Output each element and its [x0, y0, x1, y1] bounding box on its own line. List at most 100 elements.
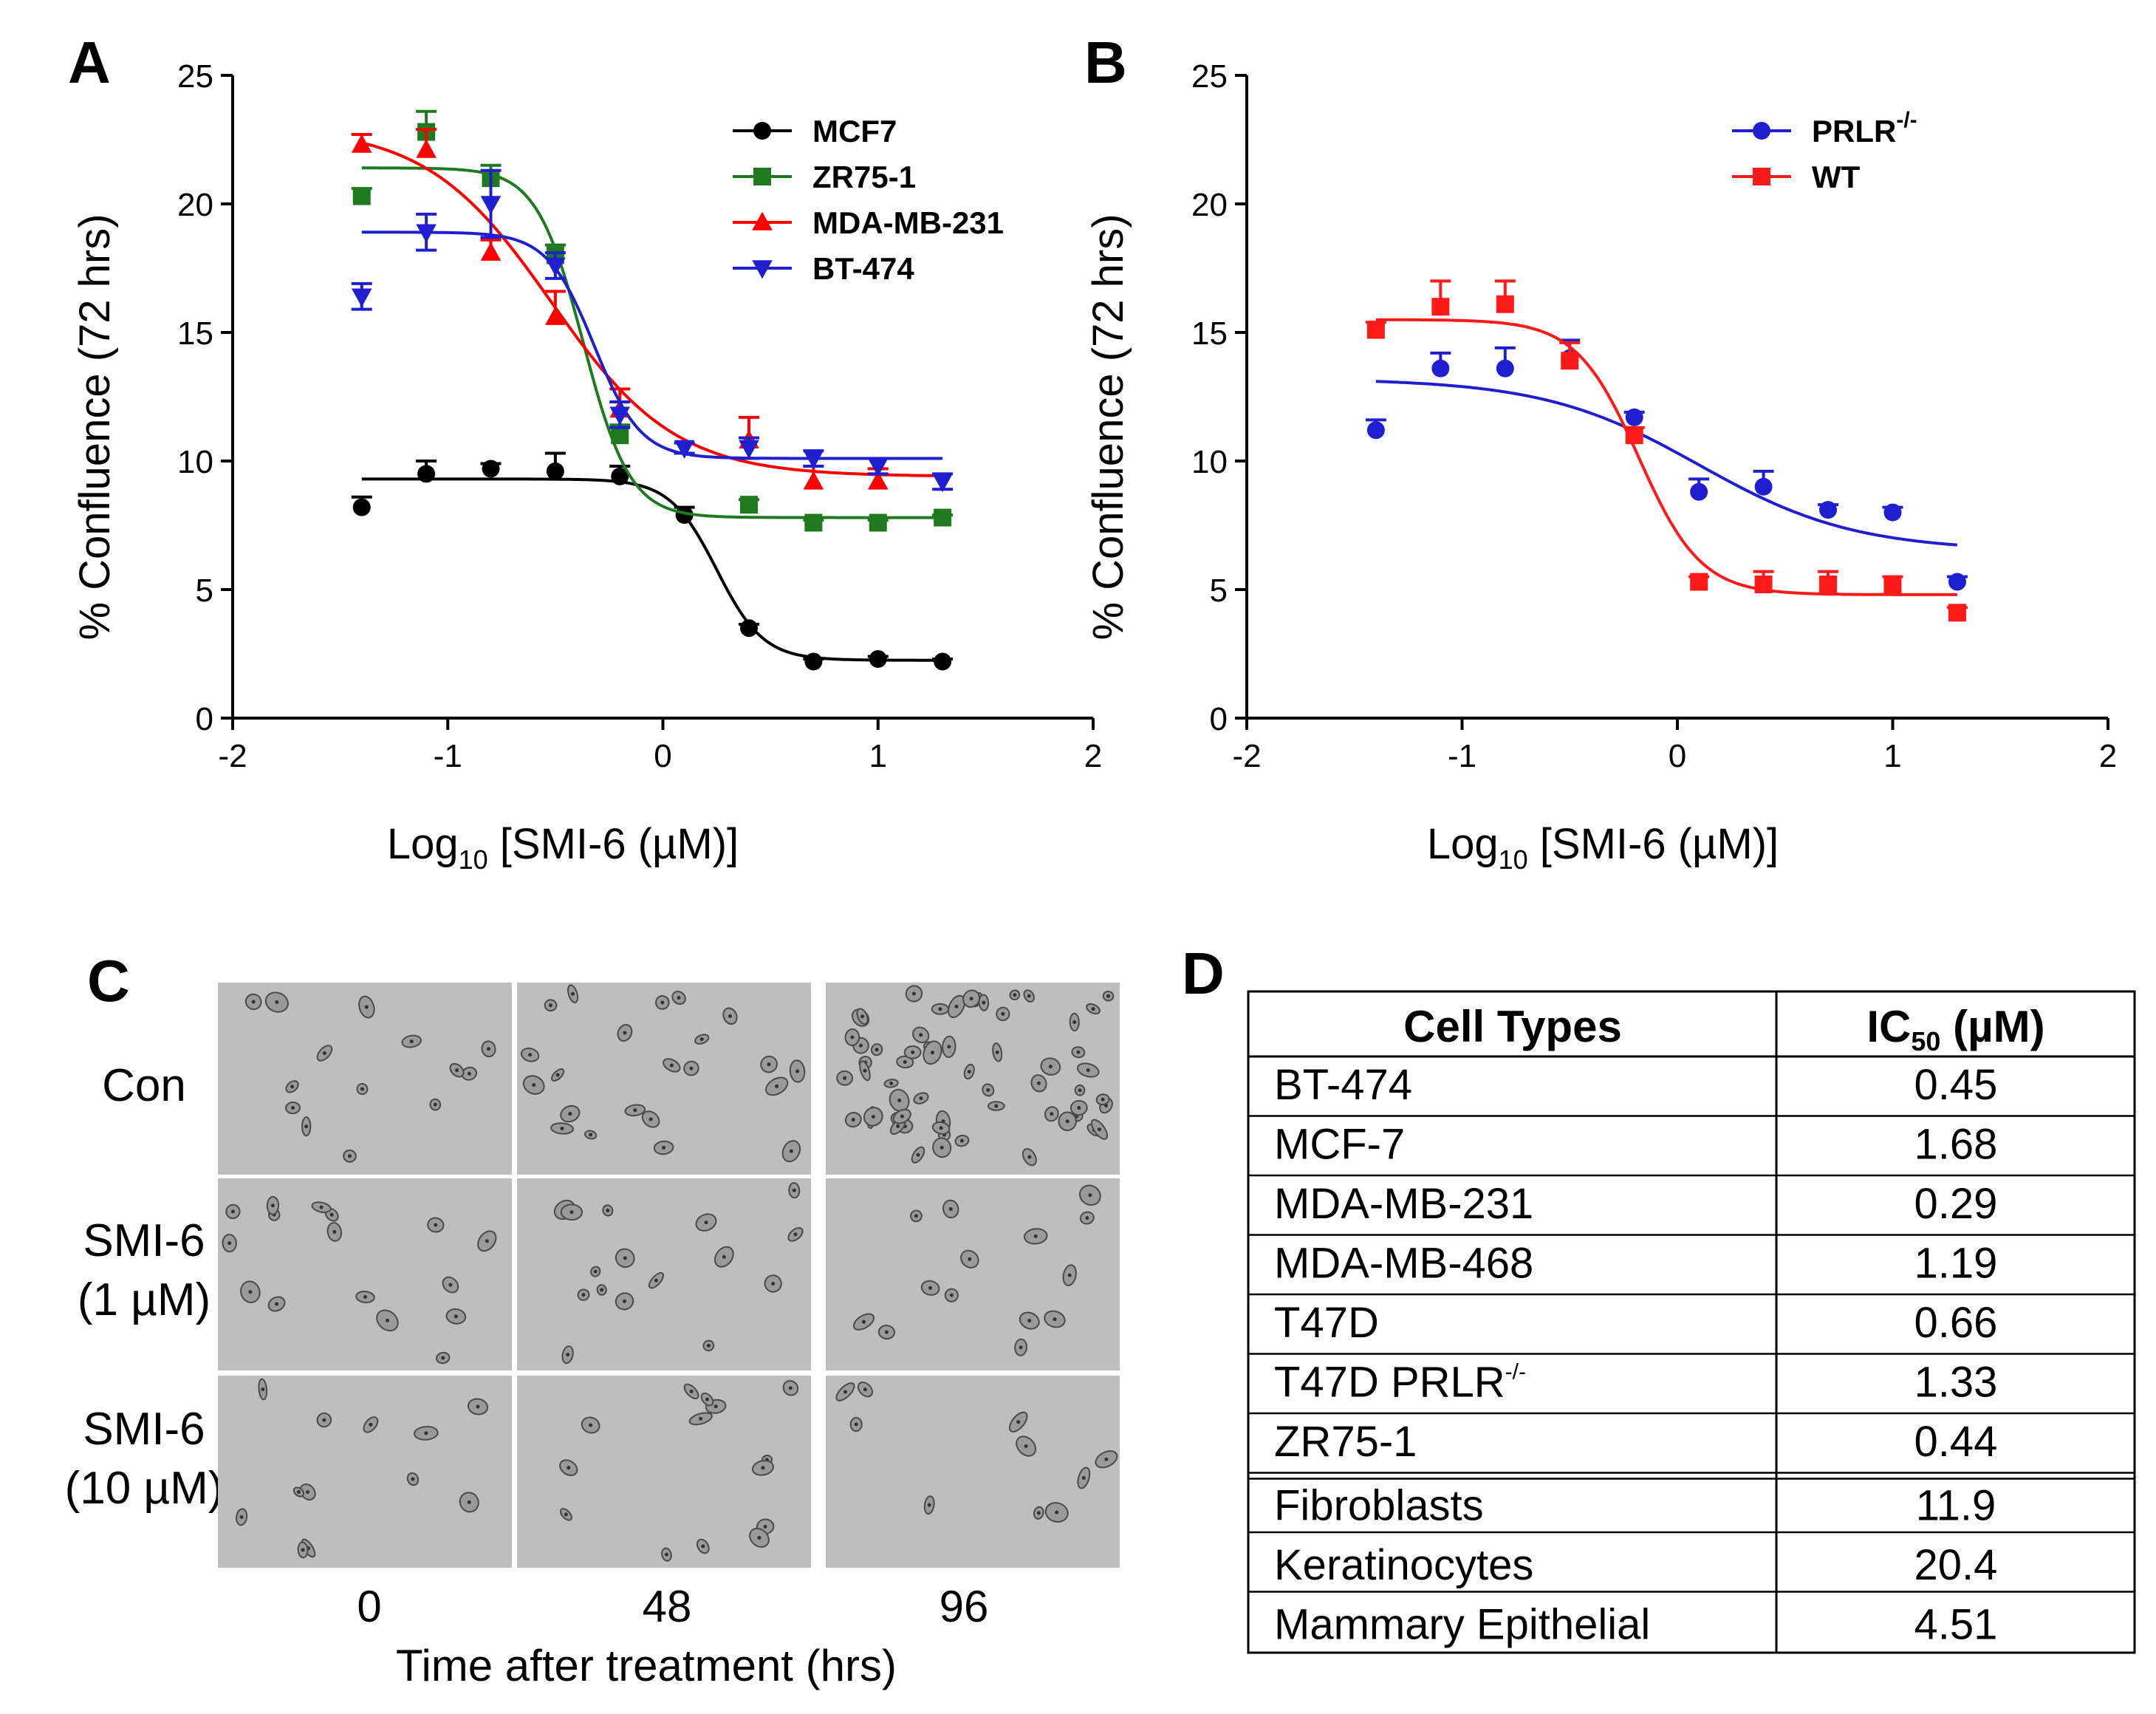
chart-b-y-tick-label: 10: [1191, 444, 1228, 480]
data-point: [416, 139, 437, 158]
fit-curve: [361, 477, 943, 662]
legend-label: WT: [1812, 160, 1861, 194]
chart-b-y-axis-title: % Confluence (72 hrs): [1084, 214, 1132, 640]
chart-a-x-tick-label: 1: [869, 738, 887, 774]
data-point: [1366, 321, 1385, 339]
chart-b-x-tick-label: 0: [1669, 738, 1686, 774]
micrograph-image: [826, 983, 1120, 1175]
micrograph-image: [517, 983, 811, 1175]
data-point: [611, 467, 629, 485]
data-point: [416, 224, 437, 243]
table-cell-ic50: 11.9: [1916, 1482, 1996, 1530]
panel-letter-c: C: [87, 948, 130, 1014]
chart-b-x-tick-label: 1: [1883, 738, 1901, 774]
fit-curve: [1375, 380, 1958, 547]
data-point: [545, 257, 566, 276]
data-point: [417, 465, 436, 483]
chart-a-series-bt-474: [351, 168, 954, 493]
data-point: [934, 652, 952, 671]
chart-b-x-tick-label: 2: [2099, 738, 2117, 774]
data-point: [480, 196, 502, 215]
legend-label: MCF7: [812, 114, 897, 148]
data-point: [480, 242, 502, 261]
legend-label: MDA-MB-231: [812, 205, 1004, 240]
chart-a-y-tick-label: 0: [196, 701, 213, 737]
micrograph-image: [218, 1178, 512, 1370]
data-point: [932, 474, 953, 493]
data-point: [1561, 352, 1579, 370]
chart-b-x-tick-label: -1: [1448, 738, 1476, 774]
data-point: [739, 440, 759, 459]
data-point: [1431, 298, 1450, 316]
data-point: [1431, 359, 1450, 378]
data-point: [1496, 295, 1514, 313]
panel-letter-d: D: [1182, 940, 1225, 1006]
legend-marker: [1753, 168, 1770, 185]
row-label-smi6-10um-line1: SMI-6: [83, 1404, 205, 1455]
fit-curve: [361, 231, 943, 460]
fit-curve: [361, 166, 943, 519]
chart-b-x-tick-label: -2: [1232, 738, 1261, 774]
chart-b-y-tick-label: 20: [1191, 187, 1228, 223]
chart-a: % Confluence (72 hrs) Log10 [SMI-6 (µM)]…: [71, 58, 1102, 875]
data-point: [1819, 501, 1838, 519]
chart-b-y-tick-label: 5: [1210, 573, 1228, 609]
table-cell-type: Mammary Epithelial: [1274, 1601, 1650, 1649]
data-point: [1690, 482, 1708, 501]
chart-a-y-tick-label: 20: [177, 187, 213, 223]
micrograph-panel: Con SMI-6 (1 µM) SMI-6 (10 µM) 0 48 96 T…: [65, 983, 1120, 1690]
data-point: [1366, 421, 1385, 440]
chart-a-y-tick-label: 10: [177, 444, 213, 480]
row-label-smi6-1um-line2: (1 µM): [78, 1274, 211, 1325]
chart-a-y-tick-label: 15: [177, 315, 213, 352]
data-point: [482, 460, 500, 478]
data-point: [869, 513, 887, 532]
data-point: [869, 649, 887, 668]
row-label-smi6-10um-line2: (10 µM): [65, 1463, 224, 1514]
data-point: [352, 498, 371, 516]
table-border: [1247, 990, 2136, 1654]
panel-letter-b: B: [1084, 30, 1127, 95]
chart-b-y-tick-label: 15: [1191, 315, 1228, 352]
micrograph-image: [218, 1376, 512, 1568]
table-cell-type: MDA-MB-468: [1274, 1240, 1533, 1288]
data-point: [1948, 573, 1966, 591]
table-cell-ic50: 1.68: [1914, 1121, 1998, 1169]
data-point: [803, 450, 824, 469]
row-label-smi6-1um-line1: SMI-6: [83, 1215, 205, 1266]
table-cell-ic50: 4.51: [1914, 1601, 1998, 1649]
data-point: [803, 471, 824, 490]
chart-b-series-wt: [1365, 279, 1968, 622]
fit-curve: [361, 141, 943, 477]
chart-a-y-axis-title: % Confluence (72 hrs): [71, 214, 119, 640]
table-cell-ic50: 0.66: [1914, 1299, 1998, 1347]
chart-b: % Confluence (72 hrs) Log10 [SMI-6 (µM)]…: [1084, 58, 2117, 875]
data-point: [867, 471, 889, 490]
chart-a-x-tick-label: 0: [654, 738, 671, 774]
data-point: [1625, 408, 1643, 426]
data-point: [1948, 604, 1966, 622]
time-label-0: 0: [357, 1582, 381, 1631]
fit-curve: [1375, 318, 1957, 596]
chart-a-series-mcf7: [351, 451, 954, 671]
legend-marker: [1753, 122, 1770, 140]
table-cell-type: MCF-7: [1274, 1121, 1405, 1169]
legend-marker: [753, 168, 771, 185]
data-point: [609, 406, 631, 426]
ic50-table: Cell Types IC50 (µM) BT-474 0.45 MCF-7 1.68…: [1247, 990, 2136, 1654]
table-header-cell-types: Cell Types: [1403, 1002, 1622, 1051]
data-point: [740, 619, 758, 638]
chart-a-x-tick-label: -2: [218, 738, 247, 774]
table-cell-ic50: 20.4: [1914, 1541, 1998, 1589]
table-cell-ic50: 1.19: [1914, 1240, 1998, 1288]
data-point: [1819, 576, 1838, 594]
legend-label: PRLR-/-: [1812, 108, 1917, 148]
chart-b-y-tick-label: 0: [1210, 701, 1228, 737]
micrograph-image: [517, 1376, 811, 1568]
data-point: [1883, 503, 1902, 522]
data-point: [867, 458, 889, 477]
data-point: [934, 508, 952, 527]
legend-label: BT-474: [812, 251, 914, 286]
micrograph-image: [218, 983, 512, 1175]
